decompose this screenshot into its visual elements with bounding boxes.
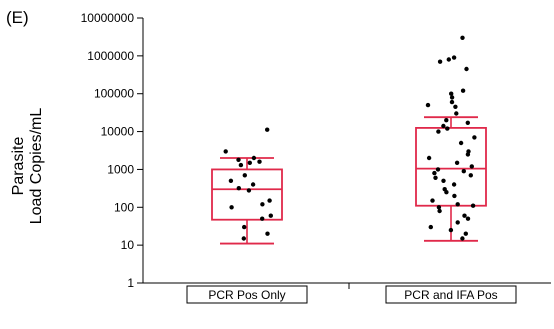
data-point [446,57,451,62]
data-point [465,216,471,221]
data-point [228,178,234,183]
data-point [453,104,458,110]
y-axis-title-line2: Load Copies/mL [28,108,45,225]
y-tick-label: 10 [121,238,135,252]
data-point [465,120,470,126]
data-point [444,190,449,195]
data-point [460,236,465,241]
y-tick-label: 100000 [94,87,134,101]
data-point [260,202,265,207]
y-tick-label: 100 [114,200,134,214]
y-tick-label: 10000 [101,125,135,139]
data-point [236,157,241,162]
box-iqr [415,127,487,207]
data-point [461,169,466,174]
data-point [241,236,246,241]
category-labels: PCR Pos Only PCR and IFA Pos [186,285,517,304]
data-point [236,186,241,191]
data-point [455,220,460,225]
data-point [435,167,441,172]
data-point [460,35,465,40]
data-point [247,160,252,165]
data-point [426,155,432,161]
data-point [430,198,435,203]
data-point [455,202,460,207]
y-tick-label: 10000000 [81,11,135,25]
data-point [451,55,457,60]
data-point [449,95,455,100]
data-point [449,91,454,96]
box-iqr [211,168,283,221]
data-point [449,99,455,105]
data-point [250,182,256,187]
data-point [223,149,228,154]
data-point [464,66,469,72]
data-point [451,182,457,187]
category-label: PCR and IFA Pos [404,288,497,302]
data-point [432,170,437,176]
data-point [460,88,466,93]
data-point [260,216,265,221]
data-point [433,175,438,180]
y-axis-title-line1: Parasite [10,137,27,196]
box-series [211,116,487,245]
data-point [267,198,272,203]
data-point [444,118,449,123]
y-axis: 1 10 100 1000 10000 100000 1000000 10000000 [81,11,144,290]
data-point [229,205,234,210]
data-point [441,123,446,129]
data-point [265,231,270,236]
category-label-box [186,285,308,304]
data-point [454,111,459,116]
data-point [436,205,442,210]
point-series [223,35,477,241]
data-point [465,152,471,157]
y-tick-label: 1000000 [87,49,134,63]
data-point [454,160,460,165]
data-point [242,173,247,178]
data-point [437,59,443,64]
data-point [452,193,457,199]
data-point [468,173,473,178]
data-point [436,129,441,134]
data-point [441,178,446,183]
data-point [437,208,442,214]
x-axis [143,282,551,289]
y-tick-label: 1000 [107,162,134,176]
data-point [251,155,257,161]
category-label-box [385,285,517,304]
data-point [469,164,474,169]
data-point [458,140,464,146]
data-point [472,135,477,140]
data-point [242,224,247,230]
data-point [428,224,433,230]
category-label: PCR Pos Only [208,288,285,302]
data-point [265,127,270,132]
data-point [445,126,450,131]
data-point [463,231,468,236]
data-point [238,162,244,168]
panel-label: (E) [6,8,29,27]
data-point [470,203,476,208]
y-tick-label: 1 [127,276,134,290]
data-point [268,213,273,218]
data-point [462,213,467,218]
data-point [425,102,431,108]
data-point [448,227,454,233]
data-point [257,159,262,164]
data-point [246,188,252,193]
